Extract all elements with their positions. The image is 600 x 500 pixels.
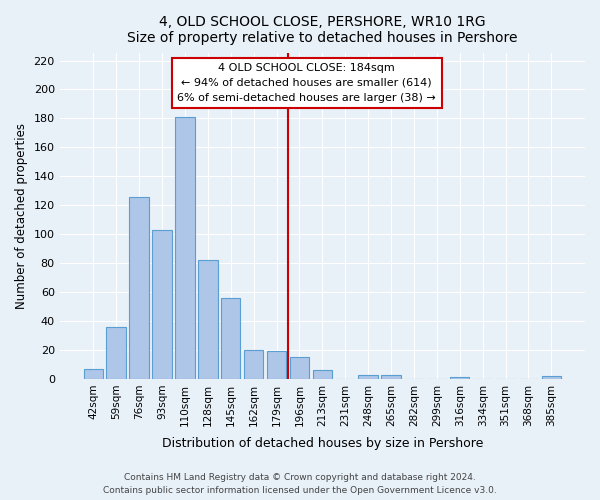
Bar <box>542 376 561 379</box>
Bar <box>221 298 241 379</box>
Bar <box>290 357 309 379</box>
Bar <box>106 327 126 379</box>
Y-axis label: Number of detached properties: Number of detached properties <box>15 123 28 309</box>
Bar <box>450 378 469 379</box>
Bar <box>358 374 378 379</box>
Bar <box>175 117 194 379</box>
Text: Contains HM Land Registry data © Crown copyright and database right 2024.
Contai: Contains HM Land Registry data © Crown c… <box>103 474 497 495</box>
Bar <box>267 352 286 379</box>
Bar <box>152 230 172 379</box>
Title: 4, OLD SCHOOL CLOSE, PERSHORE, WR10 1RG
Size of property relative to detached ho: 4, OLD SCHOOL CLOSE, PERSHORE, WR10 1RG … <box>127 15 518 45</box>
Bar <box>83 369 103 379</box>
Bar <box>198 260 218 379</box>
Bar <box>244 350 263 379</box>
Bar <box>382 374 401 379</box>
X-axis label: Distribution of detached houses by size in Pershore: Distribution of detached houses by size … <box>161 437 483 450</box>
Text: 4 OLD SCHOOL CLOSE: 184sqm
← 94% of detached houses are smaller (614)
6% of semi: 4 OLD SCHOOL CLOSE: 184sqm ← 94% of deta… <box>177 63 436 102</box>
Bar <box>130 196 149 379</box>
Bar <box>313 370 332 379</box>
